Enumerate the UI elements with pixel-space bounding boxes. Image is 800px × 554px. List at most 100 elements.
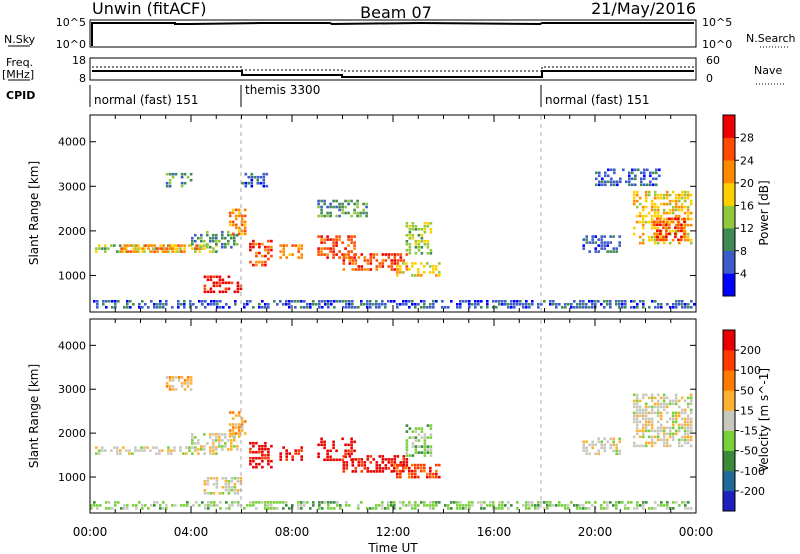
power-echo-cell	[588, 241, 591, 244]
power-echo-cell	[693, 303, 696, 306]
velocity-echo-cell	[183, 382, 187, 385]
velocity-echo-cell	[540, 501, 543, 504]
velocity-echo-cell	[393, 458, 397, 461]
velocity-echo-cell	[656, 420, 660, 424]
velocity-echo-cell	[516, 501, 519, 504]
velocity-echo-cell	[372, 470, 376, 473]
power-echo-cell	[125, 247, 128, 250]
power-colorbar-tick-label: 4	[740, 267, 747, 280]
velocity-echo-cell	[357, 458, 361, 461]
velocity-echo-cell	[252, 456, 255, 460]
power-echo-cell	[653, 241, 657, 245]
velocity-echo-cell	[429, 424, 433, 427]
power-echo-cell	[405, 300, 408, 303]
power-echo-cell	[613, 168, 616, 172]
power-echo-cell	[680, 229, 683, 233]
freq-trace	[92, 70, 694, 78]
velocity-echo-cell	[323, 458, 326, 462]
power-echo-cell	[332, 250, 335, 253]
velocity-echo-cell	[243, 420, 247, 423]
velocity-echo-cell	[647, 396, 651, 400]
power-echo-cell	[516, 303, 519, 306]
power-echo-cell	[335, 244, 338, 247]
velocity-echo-cell	[498, 507, 501, 510]
power-echo-cell	[677, 241, 681, 245]
velocity-echo-cell	[224, 486, 228, 489]
velocity-echo-cell	[233, 486, 237, 489]
power-echo-cell	[525, 303, 528, 306]
power-echo-cell	[177, 303, 180, 306]
velocity-echo-cell	[618, 449, 621, 453]
power-echo-cell	[261, 306, 264, 309]
power-echo-region	[396, 262, 441, 277]
power-echo-cell	[585, 306, 588, 309]
velocity-echo-cell	[588, 452, 591, 456]
velocity-echo-cell	[267, 453, 270, 457]
velocity-echo-cell	[638, 411, 642, 415]
power-echo-cell	[393, 262, 397, 265]
velocity-echo-cell	[456, 504, 459, 507]
velocity-echo-cell	[203, 489, 207, 492]
power-colorbar-swatch	[723, 115, 735, 138]
power-colorbar-swatch	[723, 182, 735, 206]
power-echo-cell	[650, 205, 654, 209]
velocity-echo-cell	[188, 446, 191, 449]
velocity-echo-cell	[357, 507, 360, 510]
velocity-echo-cell	[644, 414, 648, 418]
power-echo-cell	[243, 208, 247, 212]
velocity-echo-cell	[639, 504, 642, 507]
power-echo-cell	[414, 303, 417, 306]
power-echo-cell	[265, 172, 269, 176]
power-echo-cell	[233, 290, 237, 294]
velocity-echo-cell	[221, 486, 225, 489]
power-echo-cell	[323, 238, 326, 241]
velocity-echo-cell	[233, 483, 237, 486]
power-echo-cell	[600, 247, 603, 250]
velocity-echo-cell	[501, 504, 504, 507]
power-echo-cell	[244, 184, 248, 188]
velocity-echo-cell	[206, 480, 210, 483]
power-echo-cell	[176, 247, 179, 250]
velocity-echo-cell	[594, 501, 597, 504]
velocity-echo-cell	[618, 452, 621, 456]
velocity-echo-cell	[429, 436, 433, 439]
velocity-echo-cell	[465, 507, 468, 510]
velocity-echo-cell	[686, 405, 690, 409]
velocity-echo-cell	[659, 417, 663, 421]
velocity-echo-cell	[561, 504, 564, 507]
power-echo-cell	[159, 303, 162, 306]
power-echo-cell	[153, 303, 156, 306]
velocity-echo-cell	[411, 454, 415, 457]
power-echo-cell	[387, 265, 391, 268]
power-echo-cell	[662, 208, 666, 212]
power-echo-region	[93, 300, 696, 309]
power-echo-cell	[177, 300, 180, 303]
power-echo-cell	[259, 175, 263, 179]
power-echo-cell	[236, 290, 240, 294]
velocity-echo-cell	[612, 437, 615, 441]
power-echo-cell	[258, 242, 261, 246]
velocity-echo-cell	[357, 461, 361, 464]
power-echo-cell	[357, 265, 361, 268]
velocity-echo-cell	[236, 480, 240, 483]
velocity-echo-cell	[258, 501, 261, 504]
velocity-echo-cell	[659, 411, 663, 415]
power-echo-cell	[354, 306, 357, 309]
power-echo-cell	[320, 208, 323, 212]
power-echo-cell	[595, 171, 598, 175]
velocity-echo-cell	[213, 504, 216, 507]
velocity-echo-cell	[675, 501, 678, 504]
power-echo-cell	[507, 306, 510, 309]
velocity-echo-cell	[198, 504, 201, 507]
power-echo-cell	[345, 300, 348, 303]
power-echo-cell	[338, 214, 341, 218]
power-echo-cell	[618, 241, 621, 244]
power-echo-cell	[375, 268, 379, 271]
velocity-echo-cell	[336, 501, 339, 504]
power-echo-cell	[653, 214, 657, 218]
velocity-echo-cell	[351, 470, 355, 473]
velocity-echo-cell	[591, 446, 594, 450]
power-echo-cell	[332, 205, 335, 209]
nsearch-label: N.Search	[746, 32, 796, 45]
velocity-echo-cell	[282, 501, 285, 504]
